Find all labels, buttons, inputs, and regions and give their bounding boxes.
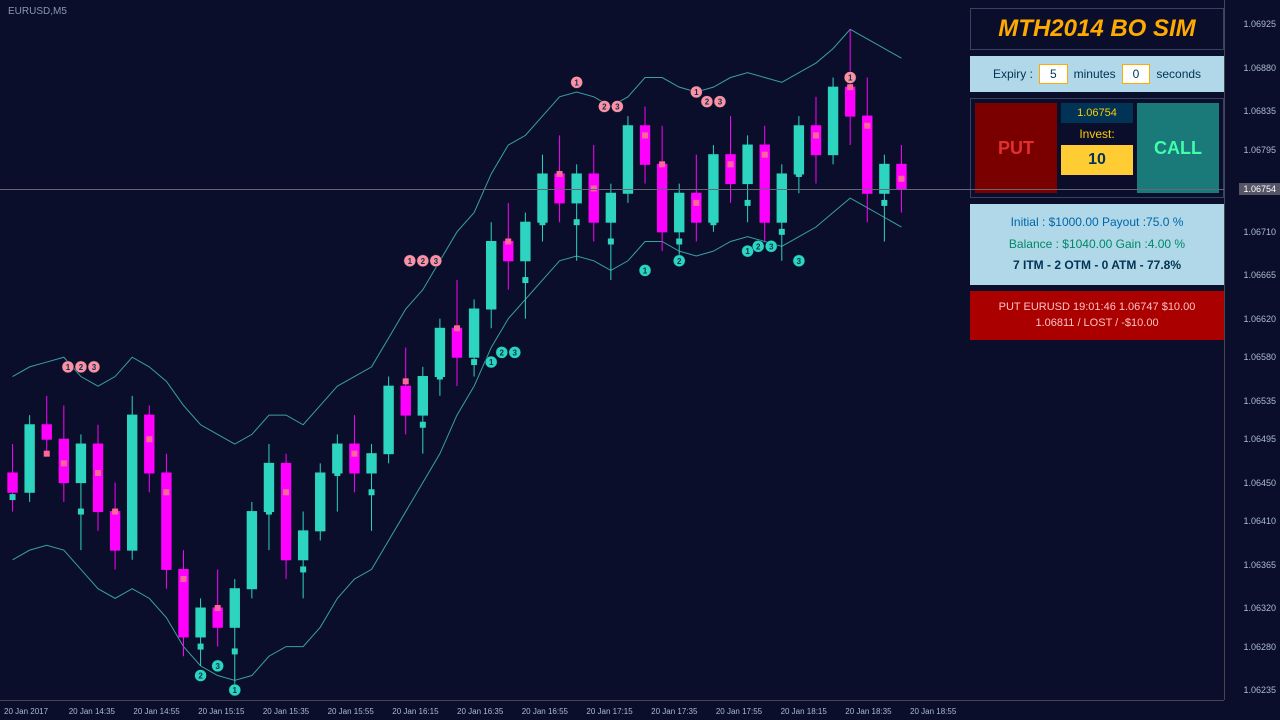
- svg-text:2: 2: [756, 242, 761, 251]
- svg-text:1: 1: [489, 358, 494, 367]
- svg-text:3: 3: [434, 257, 439, 266]
- current-price: 1.06754: [1061, 103, 1133, 123]
- trade-buttons-row: PUT 1.06754 Invest: 10 CALL: [970, 98, 1224, 198]
- svg-text:2: 2: [602, 102, 607, 111]
- invest-input[interactable]: 10: [1061, 145, 1133, 175]
- put-button[interactable]: PUT: [975, 103, 1057, 193]
- svg-text:3: 3: [215, 662, 220, 671]
- stats-itm: 7 ITM - 2 OTM - 0 ATM - 77.8%: [974, 255, 1220, 277]
- seconds-label: seconds: [1156, 67, 1201, 81]
- stats-initial: Initial : $1000.00 Payout :75.0 %: [974, 212, 1220, 234]
- svg-text:1: 1: [408, 257, 413, 266]
- svg-text:2: 2: [79, 363, 84, 372]
- svg-text:3: 3: [92, 363, 97, 372]
- invest-label: Invest:: [1061, 127, 1133, 141]
- svg-text:2: 2: [198, 672, 203, 681]
- result-line2: 1.06811 / LOST / -$10.00: [974, 315, 1220, 332]
- minutes-label: minutes: [1074, 67, 1116, 81]
- svg-text:2: 2: [705, 98, 710, 107]
- svg-text:1: 1: [574, 78, 579, 87]
- svg-text:1: 1: [745, 247, 750, 256]
- stats-box: Initial : $1000.00 Payout :75.0 % Balanc…: [970, 204, 1224, 285]
- expiry-minutes-input[interactable]: 5: [1039, 64, 1068, 84]
- svg-text:3: 3: [718, 98, 723, 107]
- panel-title: MTH2014 BO SIM: [970, 8, 1224, 50]
- svg-text:1: 1: [643, 266, 648, 275]
- call-button[interactable]: CALL: [1137, 103, 1219, 193]
- svg-text:1: 1: [694, 88, 699, 97]
- stats-balance: Balance : $1040.00 Gain :4.00 %: [974, 234, 1220, 256]
- expiry-seconds-input[interactable]: 0: [1122, 64, 1151, 84]
- candlestick-chart: 1231231231231231123121233: [0, 0, 970, 700]
- invest-column: 1.06754 Invest: 10: [1061, 103, 1133, 193]
- x-axis: 20 Jan 201720 Jan 14:3520 Jan 14:5520 Ja…: [0, 700, 1224, 720]
- svg-text:3: 3: [769, 242, 774, 251]
- svg-text:3: 3: [615, 102, 620, 111]
- svg-text:1: 1: [233, 686, 238, 695]
- result-box: PUT EURUSD 19:01:46 1.06747 $10.00 1.068…: [970, 291, 1224, 340]
- y-axis: 1.062351.062801.063201.063651.064101.064…: [1224, 0, 1280, 700]
- svg-text:2: 2: [500, 348, 505, 357]
- result-line1: PUT EURUSD 19:01:46 1.06747 $10.00: [974, 299, 1220, 316]
- svg-text:2: 2: [677, 257, 682, 266]
- svg-text:1: 1: [848, 74, 853, 83]
- svg-text:1: 1: [66, 363, 71, 372]
- expiry-box: Expiry : 5 minutes 0 seconds: [970, 56, 1224, 92]
- trade-panel: MTH2014 BO SIM Expiry : 5 minutes 0 seco…: [970, 8, 1224, 340]
- svg-text:3: 3: [513, 348, 518, 357]
- chart-area[interactable]: EURUSD,M5 1231231231231231123121233: [0, 0, 970, 700]
- svg-text:2: 2: [421, 257, 426, 266]
- expiry-label: Expiry :: [993, 67, 1033, 81]
- svg-text:3: 3: [797, 257, 802, 266]
